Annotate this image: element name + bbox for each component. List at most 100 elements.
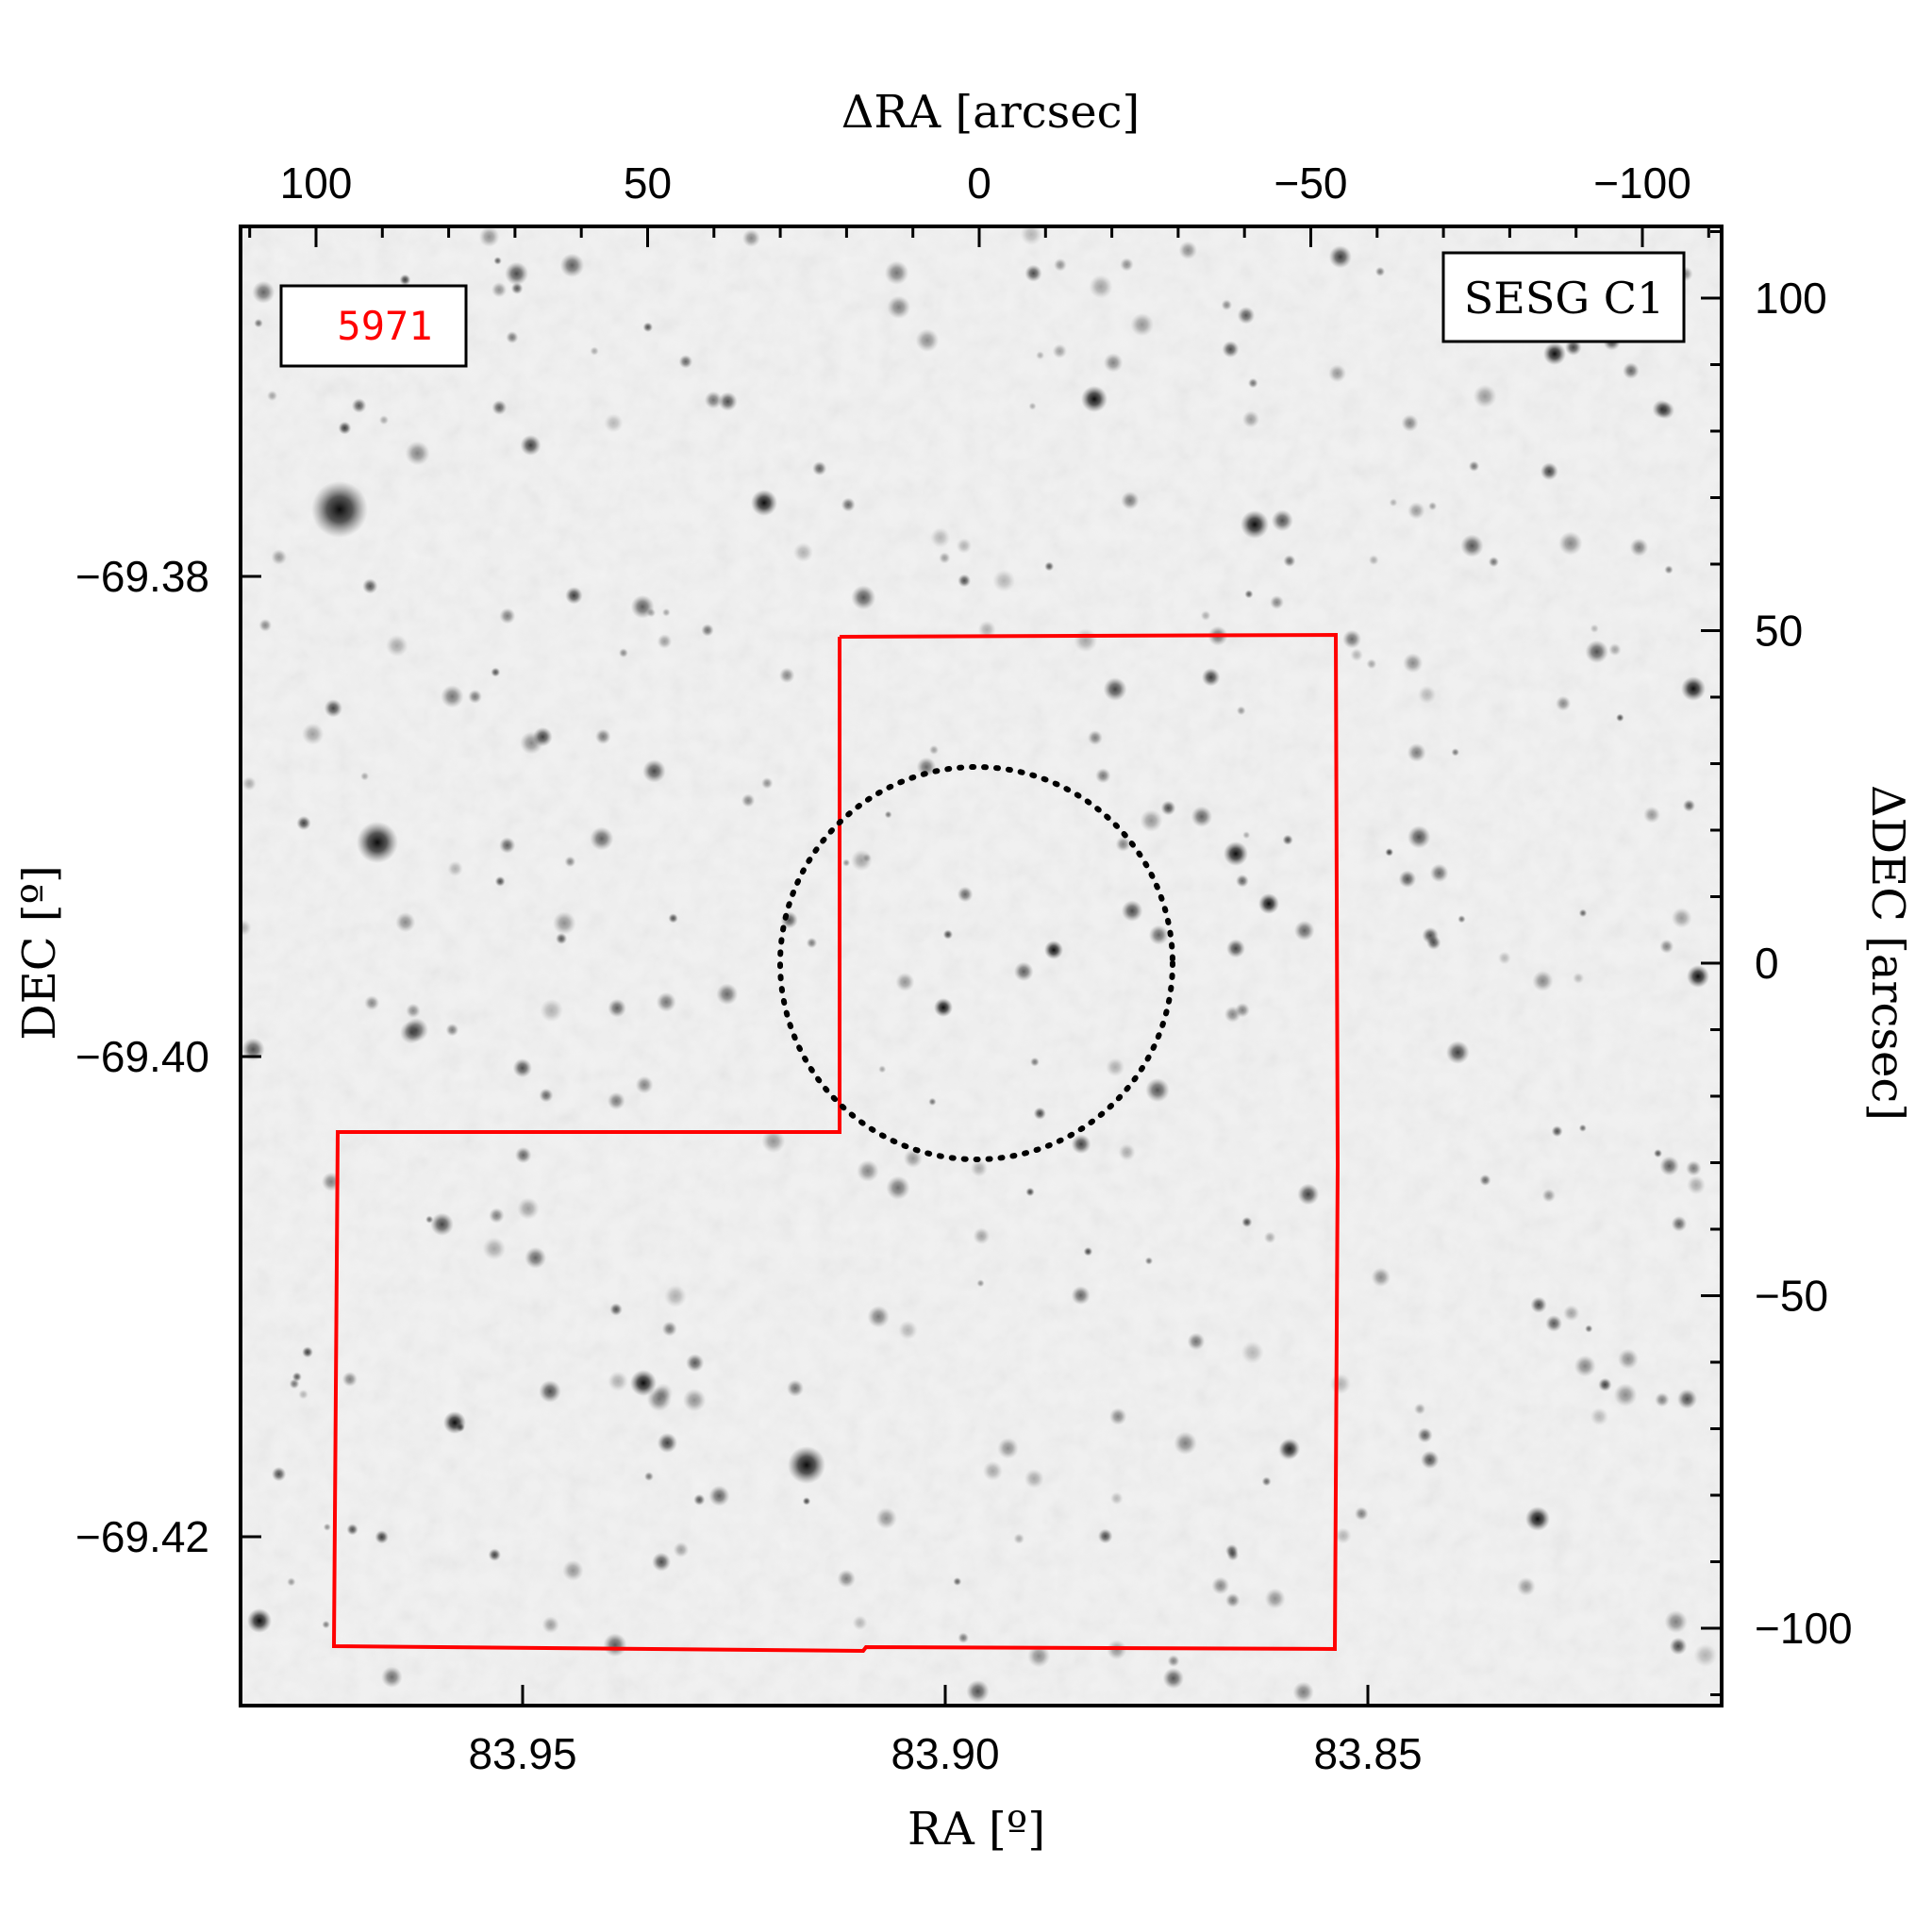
star [1144,1257,1154,1265]
star [928,744,940,756]
star [867,1306,890,1328]
star [1653,1149,1663,1158]
star [1279,1438,1301,1459]
star [1201,668,1221,687]
star [346,1524,358,1536]
star [934,998,953,1017]
star [1263,1231,1276,1244]
star [351,398,367,413]
star [1545,1315,1563,1332]
star [609,1303,623,1316]
star [271,1466,287,1482]
star [1407,825,1431,849]
star [506,331,519,344]
star [1027,1644,1051,1668]
star [686,1354,705,1373]
star [1659,939,1674,954]
star [1629,538,1649,557]
star [1374,266,1386,277]
star [657,634,673,649]
star [430,1212,454,1237]
star [841,497,856,512]
star [1686,1160,1702,1176]
star [607,1091,625,1110]
star [1221,299,1233,311]
star [1457,915,1466,924]
star [488,1548,501,1561]
star [1167,1655,1180,1667]
plot-frame [239,225,1724,1707]
star [1283,555,1296,568]
star [1479,1174,1491,1187]
star [1414,1403,1426,1415]
top-tick-label: 50 [624,158,672,208]
star [708,1485,730,1507]
bottom-tick-label: 83.85 [1313,1729,1422,1778]
star [1403,653,1424,674]
star [1121,491,1140,510]
star [1446,1041,1470,1064]
top-tick-label: −100 [1593,158,1691,208]
star [456,1423,465,1432]
star [837,1569,856,1589]
star [1241,410,1260,428]
star [718,391,738,411]
star [1178,241,1198,260]
star [595,728,611,745]
star [1371,1267,1391,1288]
star [916,757,937,777]
star [1211,1576,1230,1595]
star [425,1215,434,1224]
star [1497,951,1511,965]
star [656,991,676,1012]
star [1669,1637,1688,1656]
star [324,699,342,718]
star [289,1378,300,1390]
star [441,685,464,708]
star [362,578,378,594]
star [857,1159,879,1182]
star [1248,377,1258,389]
star [1643,806,1660,824]
star [1270,595,1284,609]
star [852,1615,868,1631]
star [1200,610,1211,621]
star [445,1023,459,1037]
star [1473,384,1497,408]
star [1282,834,1293,845]
star [525,1246,547,1269]
star [1294,920,1315,941]
star [704,391,723,409]
star [1044,561,1055,572]
left-axis-title: DEC [º] [13,865,66,1041]
star [1530,1296,1547,1313]
star [957,886,974,903]
star [1088,730,1103,745]
star [661,608,671,617]
star [958,574,972,588]
star [1608,642,1622,657]
star [1036,351,1045,360]
star [1398,870,1417,889]
star [1241,1341,1264,1364]
star [1108,1407,1127,1425]
right-tick-label: −100 [1755,1604,1853,1653]
star [505,261,528,286]
star [1335,1527,1352,1544]
star [1109,1491,1124,1506]
star [540,998,563,1023]
star [1225,1592,1241,1608]
name-label-text: SESG C1 [1464,273,1664,324]
star [1590,624,1599,633]
star [1292,1681,1314,1703]
star [515,1146,532,1164]
star [604,413,624,433]
star [1617,1348,1639,1370]
star [1033,1107,1046,1120]
star [806,937,818,949]
right-tick-label: 100 [1755,274,1827,323]
star [716,983,739,1006]
left-tick-label: −69.42 [75,1512,209,1561]
star [886,1175,910,1200]
